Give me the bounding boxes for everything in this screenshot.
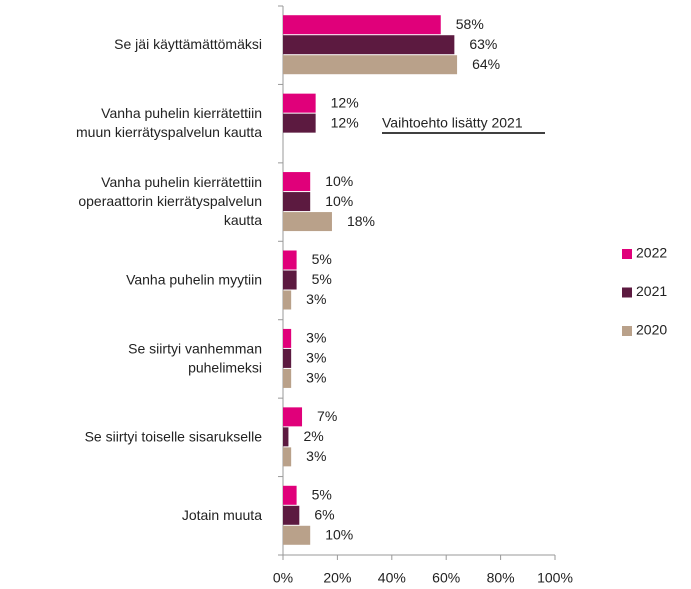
value-label: 12% [331,94,359,110]
value-label: 5% [312,271,332,287]
bar [283,368,292,388]
value-label: 2% [303,428,323,444]
category-label: Se siirtyi toiselle sisarukselle [85,428,263,444]
value-label: 18% [347,213,375,229]
x-tick-label: 60% [432,570,460,586]
category-label: Jotain muuta [182,506,262,522]
category-label: Se jäi käyttämättömäksi [114,36,262,52]
x-tick-label: 80% [487,570,515,586]
x-tick-label: 0% [273,570,293,586]
value-label: 58% [456,16,484,32]
bar [283,525,311,545]
bar [283,270,297,290]
category-label: Vanha puhelin myytiin [126,271,262,287]
value-label: 10% [325,173,353,189]
value-label: 63% [469,36,497,52]
bar [283,55,458,75]
x-tick-label: 40% [378,570,406,586]
bar [283,113,316,133]
annotation: Vaihtoehto lisätty 2021 [382,115,523,131]
legend-label: 2021 [636,283,667,299]
bar [283,485,297,505]
category-label: Se siirtyi vanhemman puhelimeksi [128,340,262,375]
legend-label: 2020 [636,322,667,338]
legend-swatch [622,326,632,336]
x-tick-label: 100% [537,570,573,586]
value-label: 5% [312,251,332,267]
legend-swatch [622,287,632,298]
x-tick-label: 20% [323,570,351,586]
bar [283,328,292,348]
bar [283,290,292,310]
bar [283,212,332,232]
value-label: 10% [325,526,353,542]
legend-swatch [622,249,632,259]
bar [283,505,300,525]
bar [283,172,311,192]
value-label: 10% [325,193,353,209]
bar [283,348,292,368]
legend-label: 2022 [636,245,667,261]
value-label: 64% [472,56,500,72]
bar [283,407,303,427]
bar [283,93,316,113]
value-label: 3% [306,330,326,346]
value-label: 3% [306,291,326,307]
bar [283,15,441,35]
bar [283,250,297,270]
bar [283,192,311,212]
category-label: Vanha puhelin kierrätettiin muun kierräty… [76,105,262,140]
bar [283,35,455,55]
value-label: 6% [314,506,334,522]
value-label: 12% [331,114,359,130]
bar [283,427,289,447]
value-label: 7% [317,408,337,424]
value-label: 5% [312,486,332,502]
bar [283,447,292,467]
value-label: 3% [306,370,326,386]
value-label: 3% [306,350,326,366]
value-label: 3% [306,448,326,464]
category-label: Vanha puhelin kierrätettiin operaattorin … [78,174,262,228]
